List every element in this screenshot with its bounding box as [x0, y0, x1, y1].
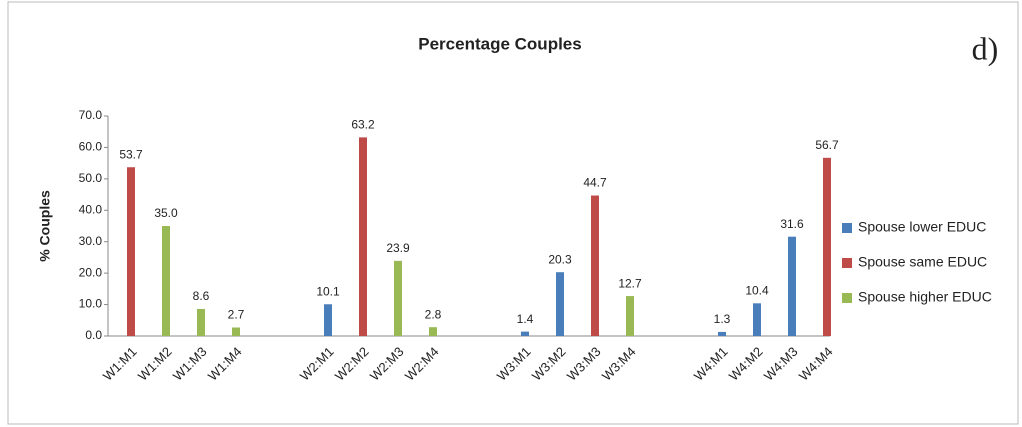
y-tick-label: 0.0	[85, 328, 102, 342]
bar	[591, 195, 599, 336]
x-tick-label: W4:M3	[761, 344, 801, 384]
x-tick-label: W2:M1	[297, 344, 337, 384]
bar	[556, 272, 564, 336]
x-tick-label: W1:M1	[100, 344, 140, 384]
legend-label: Spouse same EDUC	[858, 254, 987, 270]
x-tick-label: W1:M3	[170, 344, 210, 384]
data-label: 44.7	[583, 176, 607, 190]
bar	[521, 331, 529, 336]
data-label: 10.4	[745, 283, 769, 297]
frame	[7, 1, 1019, 425]
bar	[394, 260, 402, 336]
legend-label: Spouse higher EDUC	[858, 289, 992, 305]
bar	[359, 137, 367, 336]
y-tick-label: 50.0	[79, 171, 103, 185]
chart-title: Percentage Couples	[418, 34, 581, 53]
bar	[197, 308, 205, 336]
data-label: 2.8	[425, 307, 442, 321]
x-tick-label: W4:M4	[796, 344, 836, 384]
x-tick-label: W3:M3	[564, 344, 604, 384]
x-tick-label: W4:M2	[726, 344, 766, 384]
bar	[823, 157, 831, 336]
y-tick-label: 10.0	[79, 297, 103, 311]
y-tick-label: 40.0	[79, 202, 103, 216]
x-tick-label: W4:M1	[691, 344, 731, 384]
bar	[324, 304, 332, 336]
x-tick-label: W1:M2	[135, 344, 175, 384]
legend-swatch	[842, 258, 852, 268]
data-label: 56.7	[815, 138, 839, 152]
data-label: 2.7	[228, 308, 245, 322]
x-tick-label: W3:M2	[529, 344, 569, 384]
bar	[788, 236, 796, 336]
legend-swatch	[842, 293, 852, 303]
x-tick-label: W2:M4	[402, 344, 442, 384]
bar	[127, 167, 135, 336]
legend-swatch	[842, 223, 852, 233]
data-label: 8.6	[193, 289, 210, 303]
y-tick-label: 20.0	[79, 265, 103, 279]
data-label: 20.3	[548, 252, 572, 266]
bar	[718, 331, 726, 336]
bar	[162, 226, 170, 336]
legend-label: Spouse lower EDUC	[858, 219, 986, 235]
data-label: 10.1	[316, 284, 340, 298]
y-tick-label: 60.0	[79, 140, 103, 154]
data-label: 63.2	[351, 118, 375, 132]
x-tick-label: W3:M4	[599, 344, 639, 384]
y-axis-label: % Couples	[37, 190, 53, 262]
bar	[232, 327, 240, 336]
x-tick-label: W2:M3	[367, 344, 407, 384]
y-tick-label: 30.0	[79, 234, 103, 248]
data-label: 1.3	[714, 312, 731, 326]
x-tick-label: W3:M1	[494, 344, 534, 384]
x-tick-label: W2:M2	[332, 344, 372, 384]
annotation: d)	[972, 30, 999, 66]
data-label: 31.6	[780, 217, 804, 231]
bar	[429, 327, 437, 336]
data-label: 35.0	[154, 206, 178, 220]
data-label: 1.4	[517, 312, 534, 326]
data-label: 53.7	[119, 147, 143, 161]
bar	[626, 296, 634, 336]
x-tick-label: W1:M4	[205, 344, 245, 384]
data-label: 23.9	[386, 241, 410, 255]
y-tick-label: 70.0	[79, 108, 103, 122]
bar	[753, 303, 761, 336]
data-label: 12.7	[618, 276, 642, 290]
